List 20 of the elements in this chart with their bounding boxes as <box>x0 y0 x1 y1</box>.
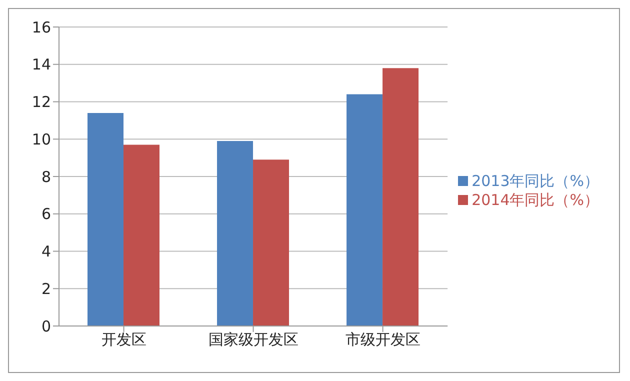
legend-label: 2013年同比（%） <box>472 172 599 190</box>
y-tick-label: 12 <box>32 93 51 112</box>
legend-label: 2014年同比（%） <box>472 190 599 208</box>
bar <box>87 112 124 326</box>
y-tick-label: 16 <box>32 18 51 36</box>
x-tick-label: 市级开发区 <box>345 330 420 349</box>
y-tick-label: 8 <box>41 168 51 186</box>
y-tick-label: 14 <box>32 56 51 74</box>
bar <box>253 160 290 326</box>
y-tick-label: 6 <box>41 205 51 224</box>
bar <box>346 94 383 326</box>
bar <box>217 140 254 326</box>
y-tick-label: 0 <box>41 317 51 336</box>
bar <box>382 68 419 326</box>
y-tick-label: 2 <box>41 280 51 298</box>
x-tick-label: 国家级开发区 <box>208 330 298 349</box>
bar <box>123 144 160 326</box>
x-tick-label: 开发区 <box>101 330 146 349</box>
y-tick-label: 10 <box>32 130 51 148</box>
y-tick-label: 4 <box>41 242 51 261</box>
